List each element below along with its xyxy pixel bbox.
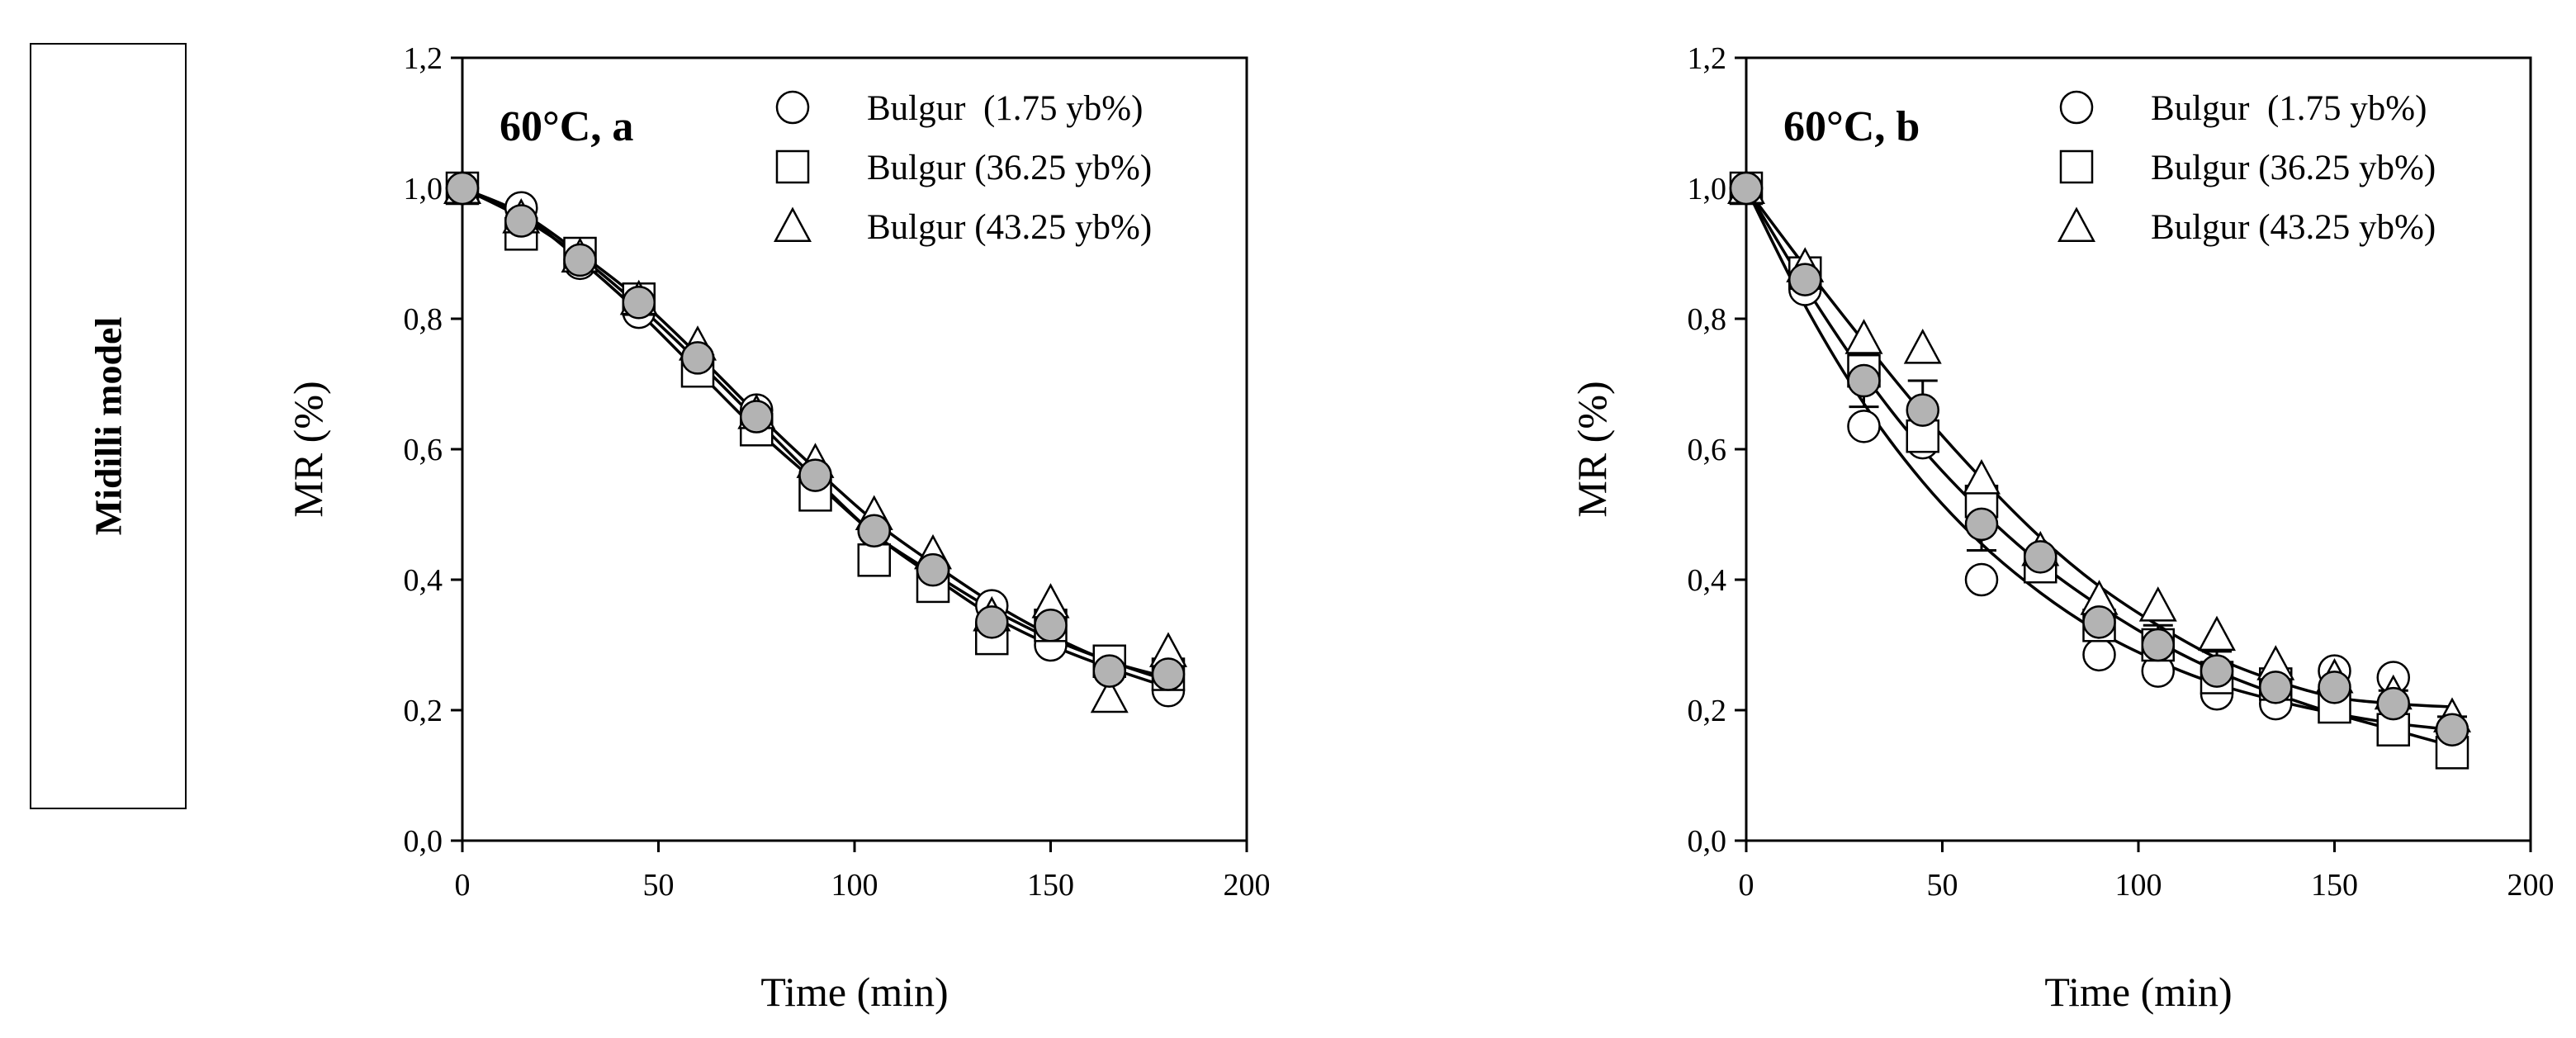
chart-a-ytick-label: 0,4 (404, 563, 443, 598)
chart-b-point-filled-circle (1847, 363, 1881, 398)
chart-b-xtick-label: 100 (2115, 868, 2162, 903)
chart-a-ytick-label: 0,8 (404, 302, 443, 337)
chart-a-point-filled-circle (1034, 609, 1068, 642)
chart-b-legend-marker-square (2059, 149, 2094, 184)
chart-b-xtick-label: 50 (1927, 868, 1958, 903)
chart-b-ytick-label: 0,2 (1688, 694, 1727, 728)
chart-b-legend-label: Bulgur (43.25 yb%) (2151, 208, 2436, 247)
chart-b-point-filled-circle (2200, 654, 2234, 688)
chart-b-point-triangle (1963, 459, 2001, 495)
chart-b-point-filled-circle (2376, 686, 2410, 721)
chart-b-point-filled-circle (1788, 263, 1822, 296)
chart-a-point-triangle (1090, 677, 1129, 713)
chart-b-point-filled-circle (1964, 507, 1999, 542)
chart-a-point-filled-circle (563, 243, 597, 277)
chart-a-title: 60°C, a (500, 103, 633, 150)
chart-b-point-triangle (2138, 586, 2177, 622)
chart-b-point-filled-circle (2141, 628, 2175, 662)
chart-b-ytick-label: 1,0 (1688, 172, 1727, 206)
chart-b-ytick-label: 0,6 (1688, 433, 1727, 467)
chart-b-point-filled-circle (2082, 605, 2116, 639)
chart-a-ytick-label: 0,6 (404, 433, 443, 467)
chart-a-legend-label: Bulgur (36.25 yb%) (867, 149, 1152, 187)
chart-b-point-filled-circle (2259, 671, 2293, 704)
chart-a-point-filled-circle (798, 458, 832, 492)
chart-a-point-filled-circle (680, 341, 715, 375)
chart-b-point-circle (1964, 562, 1999, 597)
chart-b-ytick-label: 0,0 (1688, 824, 1727, 859)
chart-a-ytick-label: 0,0 (404, 824, 443, 859)
chart-a-point-square (857, 543, 891, 577)
chart-a-ytick-label: 1,2 (404, 41, 443, 76)
chart-a-point-filled-circle (622, 286, 656, 320)
chart-panel-a: 0,0 0,2 0,4 0,6 0,8 1,0 1,2 0 50 100 150 200 Time (m… (285, 41, 1271, 1015)
chart-a-legend-label: Bulgur (43.25 yb%) (867, 208, 1152, 247)
row-label: Midilli model (87, 316, 130, 536)
chart-b-legend-label: Bulgur (36.25 yb%) (2151, 149, 2436, 187)
chart-b-y-axis-label: MR (%) (1569, 381, 1615, 517)
chart-a-y-axis-label: MR (%) (285, 381, 331, 517)
chart-b-point-triangle (1903, 329, 1942, 364)
chart-b-point-filled-circle (2435, 713, 2469, 747)
chart-b-point-filled-circle (2024, 540, 2057, 574)
chart-a-legend-marker-circle (775, 90, 810, 125)
chart-b-point-triangle (1844, 319, 1883, 354)
chart-a-point-filled-circle (445, 171, 480, 206)
chart-b-legend-label: Bulgur (1.75 yb%) (2151, 89, 2427, 128)
chart-a-xtick-label: 50 (643, 868, 675, 903)
row-label-box (30, 43, 187, 809)
chart-a-ytick-label: 1,0 (404, 172, 443, 206)
chart-a-point-filled-circle (975, 605, 1009, 639)
chart-a-legend-label: Bulgur (1.75 yb%) (867, 89, 1143, 128)
chart-b-legend-marker-circle (2059, 90, 2094, 125)
chart-a-ytick-label: 0,2 (404, 694, 443, 728)
chart-a-point-filled-circle (740, 400, 774, 434)
chart-b-ytick-label: 0,8 (1688, 302, 1727, 337)
chart-a-legend-marker-square (775, 149, 810, 184)
chart-b-ytick-label: 0,4 (1688, 563, 1727, 598)
chart-a-point-filled-circle (1151, 657, 1186, 691)
chart-a-point-filled-circle (916, 552, 950, 587)
chart-a-point-filled-circle (1092, 654, 1126, 688)
chart-b-point-filled-circle (2318, 671, 2351, 704)
chart-b-ytick-label: 1,2 (1688, 41, 1727, 76)
chart-a-point-filled-circle (504, 204, 538, 238)
chart-a-xtick-label: 0 (455, 868, 471, 903)
chart-a-x-axis-label: Time (min) (760, 969, 948, 1015)
chart-a-point-filled-circle (857, 514, 891, 547)
chart-panel-b: 0,0 0,2 0,4 0,6 0,8 1,0 1,2 0 50 100 150 200 Time (m… (1569, 41, 2555, 1015)
chart-b-title: 60°C, b (1783, 103, 1920, 150)
chart-a-xtick-label: 100 (831, 868, 878, 903)
chart-b-point-circle (1847, 410, 1881, 443)
chart-b-xtick-label: 150 (2311, 868, 2358, 903)
chart-b-point-filled-circle (1729, 171, 1764, 206)
chart-a-legend-marker-triangle (774, 206, 812, 243)
chart-b-point-triangle (2198, 615, 2236, 652)
chart-b-point-filled-circle (1906, 393, 1939, 427)
chart-b-x-axis-label: Time (min) (2044, 969, 2232, 1015)
chart-a-xtick-label: 200 (1224, 868, 1271, 903)
chart-a-xtick-label: 150 (1027, 868, 1074, 903)
chart-b-xtick-label: 0 (1739, 868, 1754, 903)
chart-b-xtick-label: 200 (2507, 868, 2555, 903)
chart-b-legend-marker-triangle (2057, 206, 2095, 243)
chart-b-point-circle (2082, 637, 2116, 672)
